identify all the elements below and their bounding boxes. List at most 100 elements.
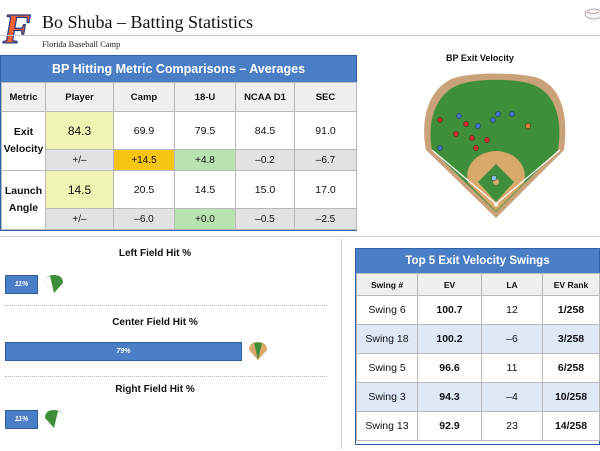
icon-field-sector [45, 276, 54, 293]
col-header-18u: 18-U [174, 82, 236, 112]
diff-label: +/– [45, 208, 114, 230]
hit-dot [475, 123, 481, 129]
left-field-title: Left Field Hit % [118, 248, 192, 259]
exit-velocity-row: Exit Velocity 84.3 69.9 79.5 84.5 91.0 [1, 111, 357, 171]
field-spray-chart [424, 73, 566, 218]
outfield-grass [430, 79, 560, 212]
center-field-bar: 79% [5, 342, 242, 361]
metric-name-line2: Velocity [3, 143, 44, 155]
la-cell: –4 [481, 382, 543, 412]
ev-cell: 96.6 [417, 353, 482, 383]
panel-divider [341, 239, 342, 449]
launch-angle-row: Launch Angle 14.5 20.5 14.5 15.0 17.0 [1, 170, 357, 230]
player-value: 84.3 [45, 111, 114, 150]
diff-label: +/– [45, 149, 114, 171]
hit-dot [469, 135, 475, 141]
baseball-icon [584, 8, 600, 20]
metrics-table: Metric Player Camp 18-U NCAA D1 SEC Exit… [1, 82, 357, 230]
ncaa-d1-value: 15.0 [235, 170, 295, 209]
center-field-title: Center Field Hit % [112, 317, 198, 328]
right-field-title: Right Field Hit % [115, 384, 195, 395]
col-header-metric: Metric [1, 82, 46, 112]
ev-rank-cell: 14/258 [542, 411, 600, 441]
ev-rank-cell: 1/258 [542, 295, 600, 325]
top5-table: Swing # EV LA EV Rank Swing 6 100.7 12 1… [356, 273, 600, 441]
camp-value: 69.9 [113, 111, 175, 150]
col-header-ncaa-d1: NCAA D1 [235, 82, 295, 112]
hit-dot [509, 111, 515, 117]
ncaa-d1-diff: –0.5 [235, 208, 295, 230]
metric-name-line1: Exit [13, 126, 34, 138]
top5-banner: Top 5 Exit Velocity Swings [356, 249, 599, 273]
col-header-swing: Swing # [356, 273, 418, 296]
la-cell: 11 [481, 353, 543, 383]
col-header-camp: Camp [113, 82, 175, 112]
table-row: Swing 3 94.3 –4 10/258 [356, 382, 600, 412]
metrics-header-row: Metric Player Camp 18-U NCAA D1 SEC [1, 82, 357, 112]
hit-dot [463, 121, 469, 127]
table-row: Swing 5 96.6 11 6/258 [356, 353, 600, 383]
18u-value: 79.5 [174, 111, 236, 150]
logo-letter: F [2, 7, 31, 46]
page-title: Bo Shuba – Batting Statistics [42, 12, 254, 32]
swing-cell: Swing 3 [356, 382, 418, 412]
hit-dots [437, 111, 531, 181]
metric-name-launch-angle: Launch Angle [1, 170, 46, 230]
swing-cell: Swing 5 [356, 353, 418, 383]
hit-dot [453, 131, 459, 137]
camp-diff: +14.5 [113, 149, 175, 171]
col-header-sec: SEC [294, 82, 357, 112]
sec-diff: –2.5 [294, 208, 357, 230]
camp-value: 20.5 [113, 170, 175, 209]
table-row: Swing 13 92.9 23 14/258 [356, 411, 600, 441]
metrics-panel: BP Hitting Metric Comparisons – Averages… [0, 55, 357, 231]
hit-dot [437, 145, 443, 151]
field-right-icon [45, 410, 63, 428]
col-header-ev: EV [417, 273, 482, 296]
left-field-bar: 11% [5, 275, 38, 294]
row-divider [5, 376, 327, 377]
hit-dot [456, 113, 462, 119]
ncaa-d1-diff: –0.2 [235, 149, 295, 171]
col-header-la: LA [481, 273, 543, 296]
metric-name-exit-velocity: Exit Velocity [1, 111, 46, 171]
metric-name-line1: Launch [4, 185, 43, 197]
hit-dot [491, 175, 497, 181]
section-divider [0, 236, 600, 237]
18u-diff: +4.8 [174, 149, 236, 171]
page-subtitle: Florida Baseball Camp [42, 39, 121, 49]
home-plate [494, 203, 498, 207]
launch-angle-diff-row: +/– –6.0 +0.0 –0.5 –2.5 [2, 208, 357, 230]
hit-dot [490, 117, 496, 123]
18u-value: 14.5 [174, 170, 236, 209]
sec-value: 91.0 [294, 111, 357, 150]
hit-dot [484, 137, 490, 143]
metrics-banner: BP Hitting Metric Comparisons – Averages [1, 56, 356, 82]
swing-cell: Swing 6 [356, 295, 418, 325]
metric-name-line2: Angle [8, 202, 39, 214]
florida-logo: F [2, 6, 32, 46]
ev-rank-cell: 3/258 [542, 324, 600, 354]
top5-panel: Top 5 Exit Velocity Swings Swing # EV LA… [355, 248, 600, 445]
row-divider [5, 305, 327, 306]
field-center-icon [249, 342, 267, 360]
hit-dot [495, 111, 501, 117]
camp-diff: –6.0 [113, 208, 175, 230]
ev-rank-cell: 6/258 [542, 353, 600, 383]
sec-diff: –6.7 [294, 149, 357, 171]
la-cell: 12 [481, 295, 543, 325]
ev-cell: 100.2 [417, 324, 482, 354]
exit-velocity-diff-row: +/– +14.5 +4.8 –0.2 –6.7 [2, 149, 357, 171]
hit-dot [473, 145, 479, 151]
icon-field-sector [54, 411, 63, 428]
sec-value: 17.0 [294, 170, 357, 209]
ncaa-d1-value: 84.5 [235, 111, 295, 150]
ev-cell: 94.3 [417, 382, 482, 412]
header-divider [0, 35, 600, 36]
field-chart-title: BP Exit Velocity [446, 53, 514, 63]
icon-field-sector [254, 342, 262, 360]
la-cell: 23 [481, 411, 543, 441]
table-row: Swing 6 100.7 12 1/258 [356, 295, 600, 325]
foul-lines [431, 149, 561, 205]
top5-header-row: Swing # EV LA EV Rank [356, 273, 600, 296]
